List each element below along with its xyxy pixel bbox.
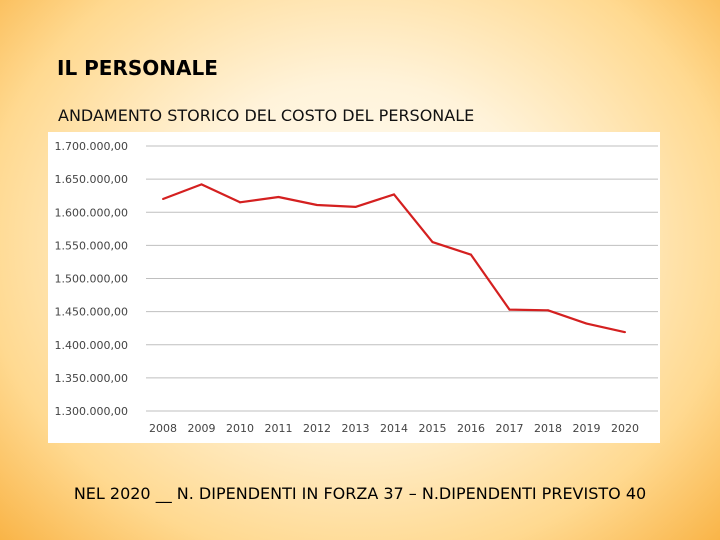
x-tick-label: 2020: [611, 422, 639, 435]
x-tick-label: 2018: [534, 422, 562, 435]
data-point: [277, 196, 280, 199]
slide-title: IL PERSONALE: [57, 56, 218, 80]
x-tick-label: 2011: [265, 422, 293, 435]
line-chart: 1.700.000,00 1.650.000,00 1.600.000,00 1.55…: [48, 132, 660, 443]
x-tick-label: 2015: [419, 422, 447, 435]
footer-note: NEL 2020 __ N. DIPENDENTI IN FORZA 37 – …: [73, 484, 647, 503]
data-point: [316, 203, 318, 206]
data-point: [162, 198, 164, 200]
x-tick-label: 2016: [457, 422, 485, 435]
y-axis-ticks: 1.700.000,00 1.650.000,00 1.600.000,00 1.55…: [55, 140, 128, 418]
y-tick-label: 1.600.000,00: [55, 206, 128, 219]
y-tick-label: 1.300.000,00: [55, 405, 128, 418]
x-tick-label: 2008: [149, 422, 177, 435]
data-point: [585, 322, 588, 325]
y-tick-label: 1.550.000,00: [55, 239, 128, 252]
y-tick-label: 1.650.000,00: [55, 173, 128, 186]
y-tick-label: 1.450.000,00: [55, 306, 128, 319]
chart-subtitle: ANDAMENTO STORICO DEL COSTO DEL PERSONAL…: [58, 106, 475, 125]
x-tick-label: 2014: [380, 422, 408, 435]
data-point: [393, 193, 395, 196]
chart-svg: 1.700.000,00 1.650.000,00 1.600.000,00 1.55…: [55, 140, 658, 435]
x-tick-label: 2009: [188, 422, 216, 435]
data-point: [547, 309, 549, 312]
data-point: [354, 205, 357, 208]
x-tick-label: 2012: [303, 422, 331, 435]
y-tick-label: 1.350.000,00: [55, 372, 128, 385]
series-layer: [162, 183, 626, 334]
series-line: [162, 183, 626, 334]
grid-layer: [146, 145, 658, 412]
x-tick-label: 2019: [573, 422, 601, 435]
x-tick-label: 2010: [226, 422, 254, 435]
y-tick-label: 1.700.000,00: [55, 140, 128, 153]
y-tick-label: 1.500.000,00: [55, 273, 128, 286]
data-point: [239, 201, 241, 204]
data-point: [508, 308, 511, 311]
x-tick-label: 2013: [342, 422, 370, 435]
x-tick-label: 2017: [496, 422, 524, 435]
x-axis-ticks: 2008 2009 2010 2011 2012 2013 2014 2015 2016 2017…: [149, 422, 639, 435]
y-tick-label: 1.400.000,00: [55, 339, 128, 352]
data-point: [470, 253, 472, 256]
data-point: [200, 183, 203, 186]
data-point: [431, 241, 434, 244]
data-point: [624, 331, 626, 334]
